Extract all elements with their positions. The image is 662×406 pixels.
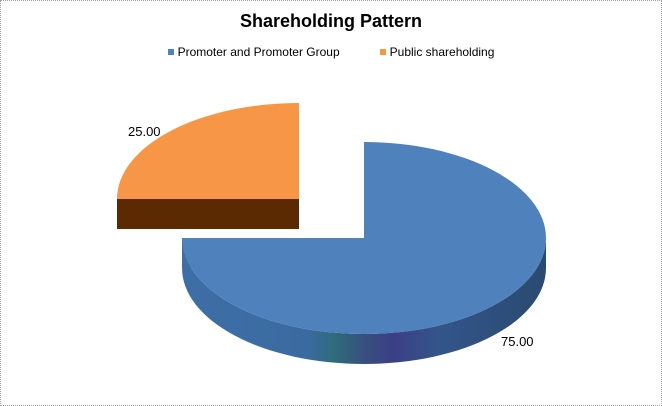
legend: Promoter and Promoter Group Public share… <box>1 45 661 59</box>
slice-top-promoter <box>182 142 546 334</box>
legend-item-promoter: Promoter and Promoter Group <box>167 45 340 59</box>
slice-cut-face-public-0 <box>117 199 299 229</box>
chart-title: Shareholding Pattern <box>239 11 423 31</box>
data-label-public: 25.00 <box>128 124 161 139</box>
legend-swatch-public <box>379 49 386 55</box>
slice-top-public <box>117 103 299 199</box>
legend-item-public: Public shareholding <box>379 45 495 59</box>
legend-label-public: Public shareholding <box>389 45 495 59</box>
slice-side-promoter <box>182 238 546 364</box>
legend-label-promoter: Promoter and Promoter Group <box>177 45 340 59</box>
data-label-promoter: 75.00 <box>501 334 534 349</box>
legend-swatch-promoter <box>167 49 174 55</box>
